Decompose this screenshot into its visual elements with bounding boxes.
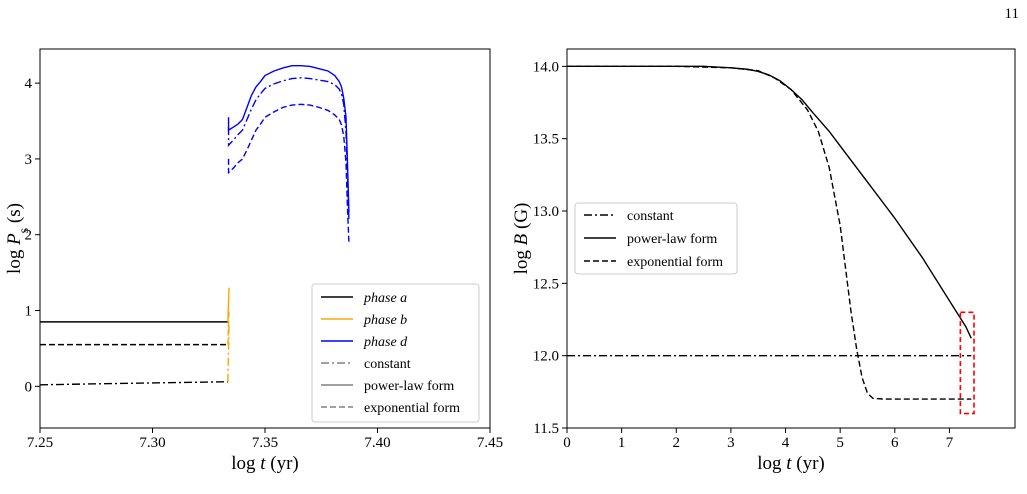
right-ytick-label: 12.5 (533, 276, 559, 292)
right-legend-label: constant (627, 209, 674, 224)
left-ytick-label: 4 (25, 76, 33, 92)
left-ytick-label: 1 (25, 304, 33, 320)
right-xtick-label: 6 (891, 435, 899, 451)
right-ytick-label: 13.0 (533, 204, 559, 220)
left-legend-label: phase d (363, 335, 408, 350)
left-ytick-label: 3 (25, 152, 33, 168)
right-legend-label: exponential form (627, 255, 723, 270)
left-xtick-label: 7.30 (139, 435, 165, 451)
left-legend: phase a phase b phase d constant power-law f… (311, 283, 480, 423)
right-series-power-law (567, 65, 972, 339)
left-x-axis-label: log t (yr) (231, 453, 299, 474)
left-y-axis-label: log Ps (s) (4, 203, 32, 274)
right-legend: constant power-law form exponential form (574, 202, 738, 275)
right-xtick-label: 5 (836, 435, 844, 451)
right-y-axis-label: log B (G) (511, 203, 532, 275)
right-ytick-label: 13.5 (533, 132, 559, 148)
right-x-axis-label: log t (yr) (757, 453, 825, 474)
left-xtick-label: 7.40 (364, 435, 390, 451)
left-series-phase-b-power-law (227, 287, 230, 322)
left-ytick-label: 0 (25, 379, 33, 395)
right-xtick-label: 4 (782, 435, 790, 451)
right-ytick-label: 11.5 (533, 421, 559, 437)
left-series-phase-d-exponential (227, 103, 350, 243)
left-legend-label: constant (364, 357, 411, 372)
right-xtick-label: 7 (946, 435, 954, 451)
right-xtick-label: 2 (673, 435, 681, 451)
right-highlight-box (959, 311, 975, 415)
left-legend-label: exponential form (364, 401, 460, 416)
page-number: 11 (1004, 6, 1019, 22)
left-series-phase-d-power-law (227, 64, 350, 212)
left-series-phase-b-exponential (227, 310, 230, 345)
left-series-phase-d-constant (227, 77, 350, 220)
left-legend-label: phase b (363, 313, 407, 328)
right-xtick-label: 3 (727, 435, 735, 451)
right-legend-label: power-law form (627, 232, 717, 247)
left-series-phase-a-constant (40, 381, 228, 386)
left-xtick-label: 7.45 (477, 435, 503, 451)
left-xtick-label: 7.35 (252, 435, 278, 451)
right-axes-frame (566, 48, 1016, 429)
right-ytick-label: 12.0 (533, 349, 559, 365)
right-plot-area (567, 65, 972, 400)
left-ytick-label: 2 (25, 228, 33, 244)
right-xtick-label: 0 (563, 435, 571, 451)
right-series-exponential (567, 65, 972, 400)
left-legend-box (311, 283, 480, 423)
right-ytick-label: 14.0 (533, 59, 559, 75)
right-legend-box (574, 202, 738, 275)
left-legend-label: phase a (363, 291, 407, 306)
right-xtick-label: 1 (618, 435, 626, 451)
left-xtick-label: 7.25 (27, 435, 53, 451)
left-plot-area (40, 64, 350, 386)
left-legend-label: power-law form (364, 379, 454, 394)
left-series-phase-b-constant (227, 325, 230, 382)
